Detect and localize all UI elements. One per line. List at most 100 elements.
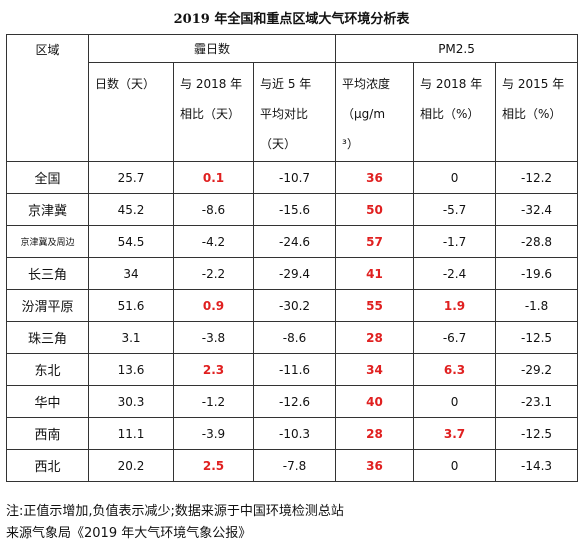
table-cell: -4.2 (173, 225, 254, 258)
table-cell: -11.6 (252, 353, 337, 386)
region-name: 华中 (6, 385, 89, 418)
table-cell: 55 (335, 289, 415, 322)
table-row: 京津冀 45.2 -8.6 -15.6 50 -5.7 -32.4 (6, 193, 579, 226)
source-note: 来源气象局《2019 年大气环境气象公报》 (6, 526, 252, 541)
column-header-line: 相比（%） (420, 107, 480, 121)
table-row: 汾渭平原 51.6 0.9 -30.2 55 1.9 -1.8 (6, 289, 579, 322)
table-row: 全国 25.7 0.1 -10.7 36 0 -12.2 (6, 161, 579, 194)
table-cell: 0 (413, 449, 497, 482)
table-cell: -28.8 (495, 225, 579, 258)
table-cell: -29.2 (495, 353, 579, 386)
table-cell: 13.6 (88, 353, 174, 386)
table-cell: -12.5 (495, 417, 579, 450)
table-row: 西北 20.2 2.5 -7.8 36 0 -14.3 (6, 449, 579, 482)
column-header-line: 与 2018 年 (420, 77, 483, 91)
table-cell: -32.4 (495, 193, 579, 226)
table-cell: -5.7 (413, 193, 497, 226)
air-quality-table: 区域 霾日数 PM2.5 日数（天）与 2018 年相比（天） 与近 5 年平均对… (6, 34, 579, 482)
pm25-header: PM2.5 (335, 34, 579, 63)
table-cell: 28 (335, 321, 415, 354)
table-cell: -3.9 (173, 417, 254, 450)
column-header: 与 2018 年相比（%） (413, 62, 497, 162)
table-cell: 30.3 (88, 385, 174, 418)
table-cell: 45.2 (88, 193, 174, 226)
column-header-line: （天） (260, 137, 297, 151)
table-cell: 28 (335, 417, 415, 450)
table-cell: -12.5 (495, 321, 579, 354)
column-header-line: 与 2015 年 (502, 77, 565, 91)
table-cell: 50 (335, 193, 415, 226)
table-cell: 34 (88, 257, 174, 290)
column-header-line: ³） (342, 137, 359, 151)
table-cell: -3.8 (173, 321, 254, 354)
table-cell: 20.2 (88, 449, 174, 482)
region-name: 京津冀及周边 (6, 225, 89, 258)
column-header: 与 2015 年相比（%） (495, 62, 579, 162)
column-header-line: （μg/m (342, 107, 386, 121)
table-cell: -1.2 (173, 385, 254, 418)
table-cell: 0 (413, 161, 497, 194)
table-cell: 57 (335, 225, 415, 258)
table-cell: -7.8 (252, 449, 337, 482)
table-cell: 51.6 (88, 289, 174, 322)
table-cell: -10.7 (252, 161, 337, 194)
table-cell: 2.5 (173, 449, 254, 482)
table-cell: -8.6 (252, 321, 337, 354)
table-row: 西南 11.1 -3.9 -10.3 28 3.7 -12.5 (6, 417, 579, 450)
region-name: 京津冀 (6, 193, 89, 226)
table-cell: 0.9 (173, 289, 254, 322)
region-name: 西南 (6, 417, 89, 450)
footnote: 注:正值示增加,负值表示减少;数据来源于中国环境检测总站 (6, 504, 344, 519)
region-name: 长三角 (6, 257, 89, 290)
table-cell: -12.6 (252, 385, 337, 418)
column-header: 与近 5 年平均对比 （天） (252, 62, 337, 162)
table-cell: -29.4 (252, 257, 337, 290)
table-row: 长三角 34 -2.2 -29.4 41 -2.4 -19.6 (6, 257, 579, 290)
table-cell: -14.3 (495, 449, 579, 482)
column-header-line: 日数（天） (95, 77, 156, 91)
region-name: 汾渭平原 (6, 289, 89, 322)
table-cell: -6.7 (413, 321, 497, 354)
table-cell: -1.8 (495, 289, 579, 322)
table-cell: -15.6 (252, 193, 337, 226)
table-row: 华中 30.3 -1.2 -12.6 40 0 -23.1 (6, 385, 579, 418)
table-cell: -1.7 (413, 225, 497, 258)
table-title: 2019 年全国和重点区域大气环境分析表 (173, 12, 410, 27)
column-header-line: 与 2018 年 (180, 77, 243, 91)
region-name: 全国 (6, 161, 89, 194)
table-row: 东北 13.6 2.3 -11.6 34 6.3 -29.2 (6, 353, 579, 386)
region-name: 东北 (6, 353, 89, 386)
table-cell: 40 (335, 385, 415, 418)
table-cell: 25.7 (88, 161, 174, 194)
table-cell: -19.6 (495, 257, 579, 290)
table-row: 珠三角 3.1 -3.8 -8.6 28 -6.7 -12.5 (6, 321, 579, 354)
table-cell: 2.3 (173, 353, 254, 386)
table-cell: -23.1 (495, 385, 579, 418)
table-cell: -2.4 (413, 257, 497, 290)
table-cell: -8.6 (173, 193, 254, 226)
table-cell: 3.1 (88, 321, 174, 354)
table-cell: 54.5 (88, 225, 174, 258)
column-header-line: 相比（%） (502, 107, 562, 121)
table-cell: -10.3 (252, 417, 337, 450)
table-cell: 34 (335, 353, 415, 386)
table-cell: -12.2 (495, 161, 579, 194)
table-cell: 6.3 (413, 353, 497, 386)
region-name: 西北 (6, 449, 89, 482)
table-cell: -30.2 (252, 289, 337, 322)
column-header-line: 平均浓度 (342, 77, 391, 91)
table-cell: 0 (413, 385, 497, 418)
table-cell: 11.1 (88, 417, 174, 450)
table-cell: -24.6 (252, 225, 337, 258)
table-row: 京津冀及周边 54.5 -4.2 -24.6 57 -1.7 -28.8 (6, 225, 579, 258)
column-header-line: 与近 5 年 (260, 77, 312, 91)
table-cell: -2.2 (173, 257, 254, 290)
region-name: 珠三角 (6, 321, 89, 354)
table-cell: 1.9 (413, 289, 497, 322)
column-header-line: 平均对比 (260, 107, 309, 121)
table-cell: 41 (335, 257, 415, 290)
table-cell: 0.1 (173, 161, 254, 194)
table-cell: 36 (335, 161, 415, 194)
column-header-line: 相比（天） (180, 107, 241, 121)
column-header: 平均浓度 （μg/m ³） (335, 62, 415, 162)
